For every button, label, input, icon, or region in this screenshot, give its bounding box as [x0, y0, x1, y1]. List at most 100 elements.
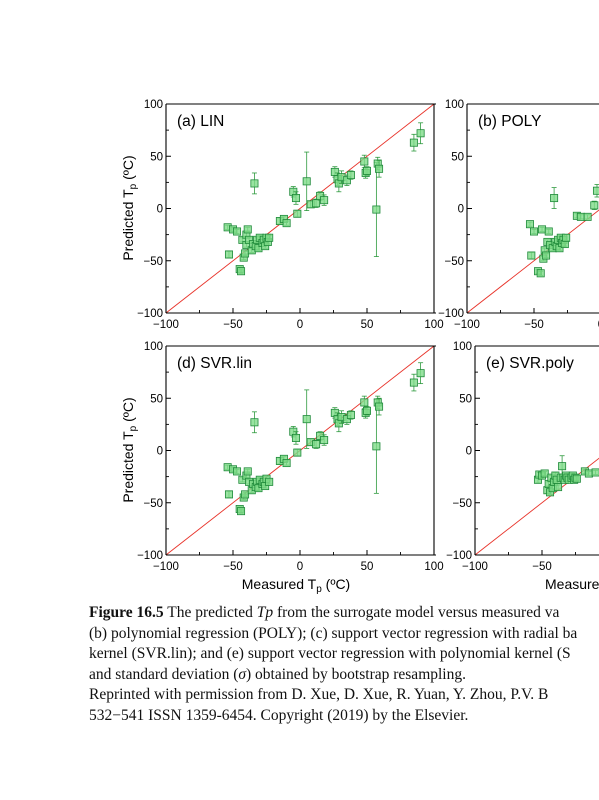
panel-0: −100−100 −50 −50 0 0 50 50 100 100 (a) LIN: [137, 99, 444, 331]
y-tick-label: 50: [451, 151, 464, 163]
data-point: [250, 411, 259, 434]
data-point: [306, 438, 315, 447]
caption-line-1: Figure 16.5 The predicted Tp from the su…: [89, 604, 560, 621]
panel-2: −100−100 −50 −50 0 0 50 50 100 100 (d) SVR.lin: [137, 341, 444, 573]
y-axis-label-top: Predicted Tp (ºC): [120, 155, 139, 260]
data-point: [233, 227, 242, 236]
y-tick-label: 0: [458, 204, 464, 216]
data-point: [409, 133, 418, 152]
x-tick-label: −100: [153, 319, 179, 331]
data-point: [530, 227, 539, 236]
caption-line-2: (b) polynomial regression (POLY); (c) su…: [89, 624, 578, 642]
y-tick-label: −50: [444, 256, 464, 268]
y-tick-label: 100: [453, 341, 472, 353]
panel-label: (a) LIN: [177, 113, 224, 130]
y-tick-label: −50: [452, 498, 472, 510]
caption-line-6: 532−541 ISSN 1359-6454. Copyright (2019)…: [89, 706, 469, 724]
data-point: [245, 477, 254, 486]
data-point: [527, 251, 536, 260]
data-point: [375, 160, 384, 178]
data-point: [544, 227, 553, 236]
x-tick-label: 0: [297, 319, 303, 331]
x-axis-label: Measured Tp (ºC): [242, 576, 350, 595]
data-point: [550, 187, 559, 209]
data-point: [542, 251, 551, 260]
y-tick-label: −100: [438, 308, 464, 320]
caption-line-4: and standard deviation (σ) obtained by b…: [89, 665, 466, 683]
data-point: [223, 463, 232, 472]
data-point: [224, 250, 233, 259]
data-point: [362, 166, 371, 176]
diagonal-line: [166, 104, 434, 313]
y-tick-label: −100: [137, 308, 163, 320]
data-point: [372, 162, 381, 257]
data-point: [590, 200, 599, 210]
y-tick-label: −50: [143, 498, 163, 510]
data-point: [362, 406, 371, 416]
data-point: [591, 468, 599, 477]
y-tick-label: 0: [157, 446, 163, 458]
data-point: [554, 483, 563, 492]
data-point: [265, 233, 274, 242]
panel-label: (e) SVR.poly: [486, 355, 574, 372]
data-point: [342, 413, 351, 425]
y-tick-label: 50: [459, 393, 472, 405]
data-point: [312, 439, 321, 449]
y-tick-label: 0: [157, 204, 163, 216]
y-tick-label: 50: [150, 393, 163, 405]
x-tick-label: 0: [598, 319, 599, 331]
data-point: [243, 225, 252, 234]
data-point: [302, 389, 311, 449]
y-tick-label: 0: [466, 446, 472, 458]
y-tick-label: 100: [445, 99, 464, 111]
panel-1: −100−100 −50 −50 0 0 50 100 (b) POLY: [438, 99, 599, 331]
data-point: [291, 431, 300, 445]
caption-label: Figure 16.5: [89, 604, 164, 621]
x-tick-label: 50: [361, 319, 374, 331]
data-point: [293, 448, 302, 457]
x-tick-label: −50: [223, 319, 243, 331]
data-point: [525, 220, 534, 229]
data-point: [360, 395, 369, 410]
data-point: [282, 459, 291, 468]
data-point: [291, 191, 300, 205]
y-tick-label: 50: [150, 151, 163, 163]
data-point: [243, 467, 252, 476]
panel-label: (d) SVR.lin: [177, 355, 252, 372]
y-tick-label: −100: [446, 550, 472, 562]
panel-3: −100−100−50−500050100(e) SVR.poly: [446, 341, 599, 573]
data-point: [282, 219, 291, 228]
x-tick-label: −50: [524, 319, 544, 331]
data-point: [250, 172, 259, 195]
data-point: [302, 151, 311, 211]
data-point: [320, 194, 329, 206]
x-axis-label-clipped: Measured T: [545, 576, 599, 592]
y-tick-label: 100: [144, 341, 163, 353]
data-point: [540, 469, 549, 478]
data-point: [409, 373, 418, 392]
figure-caption: Figure 16.5 The predicted Tp from the su…: [89, 603, 599, 726]
data-point: [583, 212, 592, 221]
data-point: [261, 482, 270, 491]
caption-line-5: Reprinted with permission from D. Xue, D…: [89, 686, 549, 703]
diagonal-line: [475, 457, 599, 555]
data-point: [265, 477, 274, 486]
data-point: [346, 410, 355, 420]
y-tick-label: 100: [144, 99, 163, 111]
data-point: [320, 434, 329, 446]
data-point: [538, 225, 547, 234]
data-point: [346, 170, 355, 180]
x-tick-label: 50: [361, 561, 374, 573]
data-point: [360, 154, 369, 169]
data-point: [584, 469, 593, 478]
data-point: [375, 397, 384, 416]
x-tick-label: 100: [424, 319, 443, 331]
x-tick-label: 100: [424, 561, 443, 573]
caption-line-3: kernel (SVR.lin); and (e) support vector…: [89, 645, 571, 662]
x-tick-label: −100: [454, 319, 480, 331]
data-point: [241, 249, 250, 258]
diagonal-line: [467, 209, 599, 313]
data-point: [293, 209, 302, 218]
data-point: [416, 362, 425, 385]
